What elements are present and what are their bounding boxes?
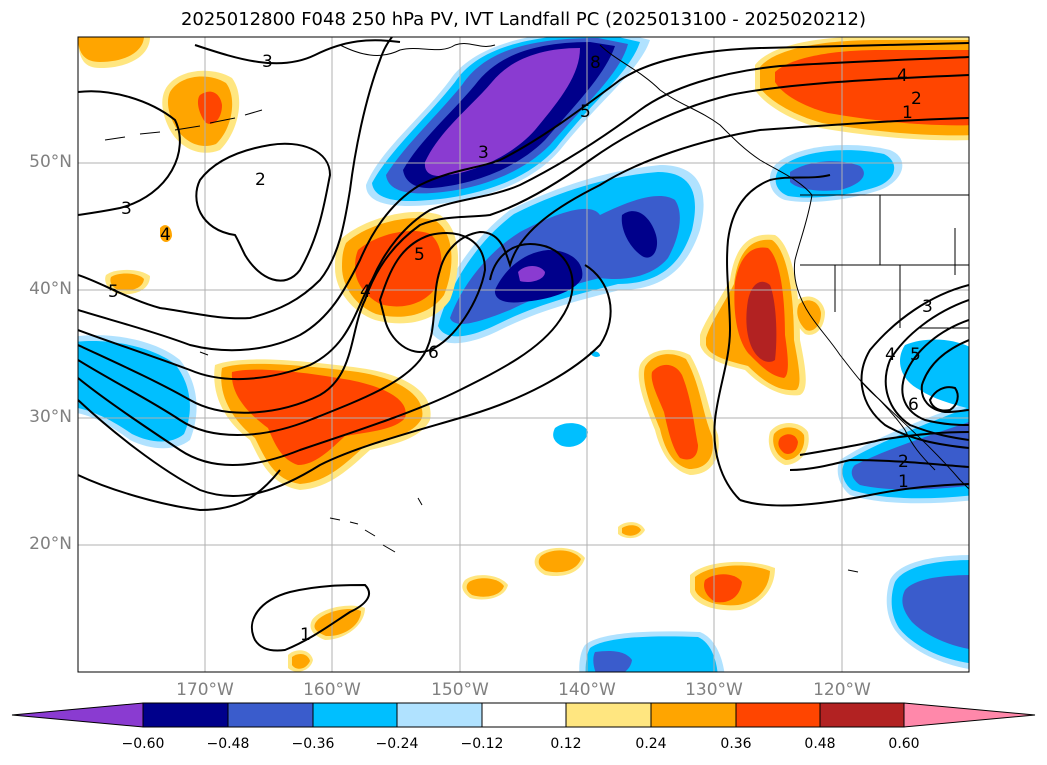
colorbar-extend-min [11, 702, 144, 728]
contour-label: 1 [898, 472, 909, 492]
lon-label: 150°W [431, 680, 489, 700]
map-frame [77, 36, 970, 673]
contour-label: 5 [414, 245, 425, 265]
colorbar-tick-label: −0.24 [375, 736, 419, 752]
lon-label: 130°W [685, 680, 743, 700]
colorbar [11, 702, 1036, 728]
colorbar-bin [735, 702, 821, 728]
contour-label: 4 [360, 282, 371, 302]
contour-lines [78, 37, 969, 652]
colorbar-extend-max [903, 702, 1036, 728]
contour-label: 3 [262, 52, 273, 72]
graticule [78, 37, 969, 672]
coastlines [104, 43, 969, 573]
colorbar-bin [650, 702, 737, 728]
colorbar-bin [312, 702, 398, 728]
colorbar-bin [819, 702, 905, 728]
lon-label: 120°W [813, 680, 871, 700]
colorbar-tick-label: 0.36 [720, 736, 752, 752]
colorbar-bin [142, 702, 229, 728]
colorbar-bin [396, 702, 483, 728]
contour-label: 2 [898, 452, 909, 472]
colorbar-tick-label: −0.36 [291, 736, 335, 752]
colorbar-tick-label: −0.48 [206, 736, 250, 752]
contour-label: 4 [885, 345, 896, 365]
contour-label: 4 [160, 225, 171, 245]
contour-label: 6 [428, 343, 439, 363]
colorbar-bin [481, 702, 567, 728]
contour-label: 6 [908, 395, 919, 415]
contour-label: 5 [910, 345, 921, 365]
colorbar-bin [565, 702, 652, 728]
contour-label: 8 [590, 53, 601, 73]
lat-label: 30°N [29, 407, 72, 427]
contour-label: 4 [897, 66, 908, 86]
lon-label: 140°W [558, 680, 616, 700]
shaded-field [78, 37, 969, 672]
contour-label: 2 [911, 89, 922, 109]
contour-label: 1 [300, 625, 311, 645]
contour-label: 3 [121, 199, 132, 219]
colorbar-tick-label: 0.60 [888, 736, 920, 752]
lat-label: 20°N [29, 534, 72, 554]
colorbar-tick-label: 0.12 [550, 736, 582, 752]
contour-label: 1 [902, 103, 913, 123]
colorbar-tick-label: 0.48 [804, 736, 836, 752]
contour-label: 3 [478, 143, 489, 163]
contour-label: 5 [580, 102, 591, 122]
lon-label: 170°W [176, 680, 234, 700]
contour-label: 5 [108, 282, 119, 302]
contour-label-group: 3 2 3 4 5 8 5 3 4 5 6 4 2 1 3 4 5 6 2 1 … [108, 52, 933, 645]
lon-label: 160°W [303, 680, 361, 700]
map-title: 2025012800 F048 250 hPa PV, IVT Landfall… [180, 9, 867, 30]
colorbar-tick-label: −0.12 [460, 736, 504, 752]
contour-label: 2 [255, 170, 266, 190]
colorbar-bin [227, 702, 314, 728]
colorbar-tick-label: 0.24 [635, 736, 667, 752]
lat-label: 40°N [29, 279, 72, 299]
contour-label: 3 [922, 297, 933, 317]
lat-label: 50°N [29, 152, 72, 172]
colorbar-tick-label: −0.60 [121, 736, 165, 752]
